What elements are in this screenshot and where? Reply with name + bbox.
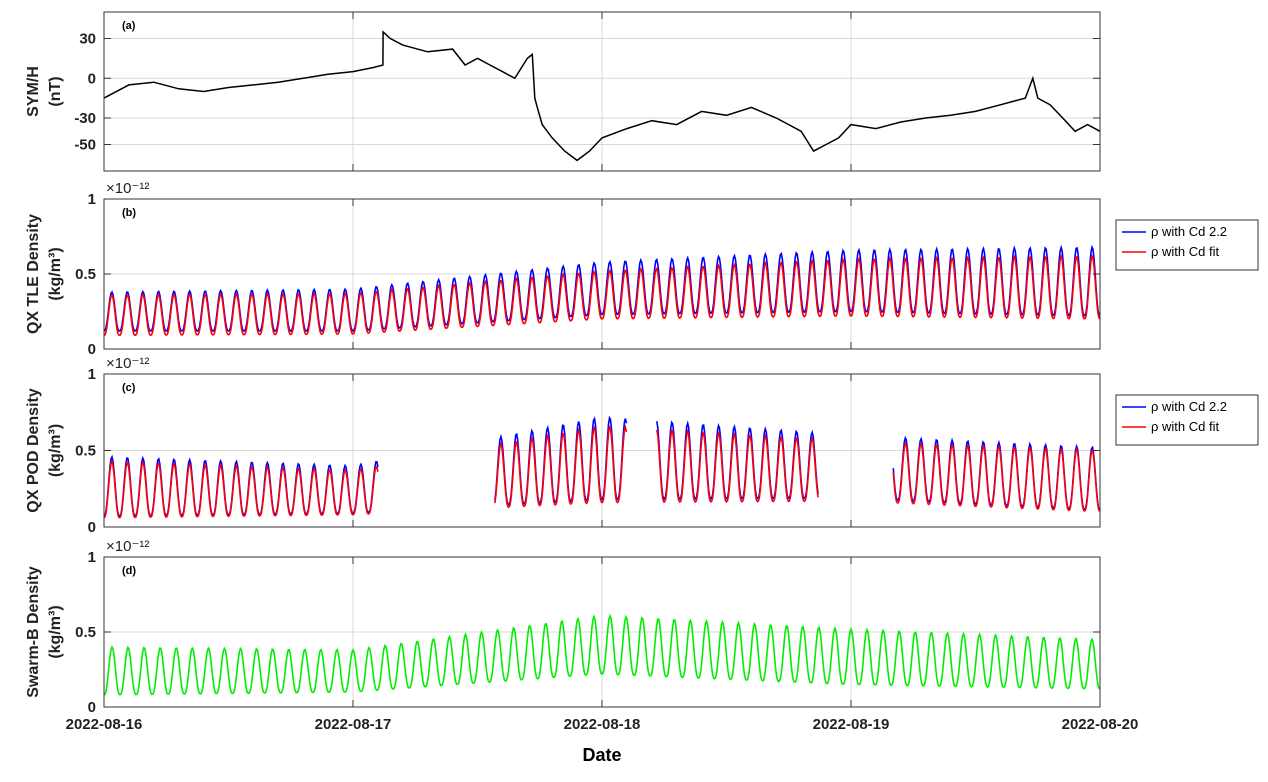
series-with-cd-fit	[103, 459, 379, 519]
panel-a: 30 0 -30 -50 (a) SYM/H (nT)	[25, 11, 1101, 172]
series-with-cd-fit	[103, 253, 1101, 337]
legend-entry: ρ with Cd fit	[1151, 419, 1219, 434]
y-axis-label: QX POD Density	[25, 388, 42, 513]
exponent-label: ×10⁻¹²	[106, 180, 149, 197]
y-tick-label: 0.5	[75, 443, 96, 460]
y-axis-label: QX TLE Density	[25, 214, 42, 334]
x-tick-label: 2022-08-18	[564, 716, 641, 733]
legend-box	[1115, 219, 1259, 271]
y-tick-label: 1	[88, 366, 96, 383]
panel-label: (c)	[122, 382, 136, 394]
legend-entry: ρ with Cd 2.2	[1151, 399, 1227, 414]
legend-entry: ρ with Cd 2.2	[1151, 224, 1227, 239]
y-axis-label: (kg/m³)	[47, 424, 64, 477]
y-tick-label: 30	[79, 31, 96, 48]
y-axis-label: SYM/H	[25, 66, 42, 117]
series-with-cd-fit	[656, 428, 819, 504]
y-tick-label: 1	[88, 549, 96, 566]
legend-box	[1115, 394, 1259, 446]
y-tick-label: 0	[88, 341, 96, 358]
y-tick-label: -30	[74, 110, 96, 127]
y-tick-label: 0.5	[75, 624, 96, 641]
panel-label: (b)	[122, 207, 136, 219]
panel-b: 1 0.5 0 (b) ×10⁻¹² QX TLE Density (kg/m³) ρ wit…	[25, 180, 1259, 358]
x-tick-label: 2022-08-20	[1062, 716, 1139, 733]
panel-d: 1 0.5 0 (d) ×10⁻¹² Swarm-B Density (kg/m³)	[25, 538, 1101, 716]
series-line	[103, 30, 1101, 162]
panel-label: (d)	[122, 565, 136, 577]
x-tick-label: 2022-08-17	[315, 716, 392, 733]
y-tick-label: -50	[74, 137, 96, 154]
legend: ρ with Cd 2.2 ρ with Cd fit	[1115, 394, 1259, 446]
exponent-label: ×10⁻¹²	[106, 355, 149, 372]
x-tick-label: 2022-08-19	[813, 716, 890, 733]
exponent-label: ×10⁻¹²	[106, 538, 149, 555]
legend: ρ with Cd 2.2 ρ with Cd fit	[1115, 219, 1259, 271]
y-tick-label: 0.5	[75, 266, 96, 283]
series-with-cd-fit	[892, 441, 1101, 513]
series-line	[103, 613, 1101, 696]
y-axis-label: (kg/m³)	[47, 247, 64, 300]
axes-frame	[103, 11, 1101, 172]
y-tick-label: 1	[88, 191, 96, 208]
y-tick-label: 0	[88, 519, 96, 536]
axes-frame	[103, 373, 1101, 528]
legend-entry: ρ with Cd fit	[1151, 244, 1219, 259]
x-axis-label: Date	[582, 745, 621, 765]
y-tick-label: 0	[88, 699, 96, 716]
y-axis-label: Swarm-B Density	[25, 566, 42, 698]
panel-c: 1 0.5 0 (c) ×10⁻¹² QX POD Density (kg/m³) ρ wit…	[25, 355, 1259, 536]
y-axis-label: (nT)	[47, 76, 64, 106]
axes-frame	[103, 556, 1101, 708]
y-axis-label: (kg/m³)	[47, 605, 64, 658]
x-tick-label: 2022-08-16	[66, 716, 143, 733]
series-with-cd-fit	[494, 424, 628, 509]
axes-frame	[103, 198, 1101, 350]
y-tick-label: 0	[88, 70, 96, 87]
panel-label: (a)	[122, 20, 136, 32]
